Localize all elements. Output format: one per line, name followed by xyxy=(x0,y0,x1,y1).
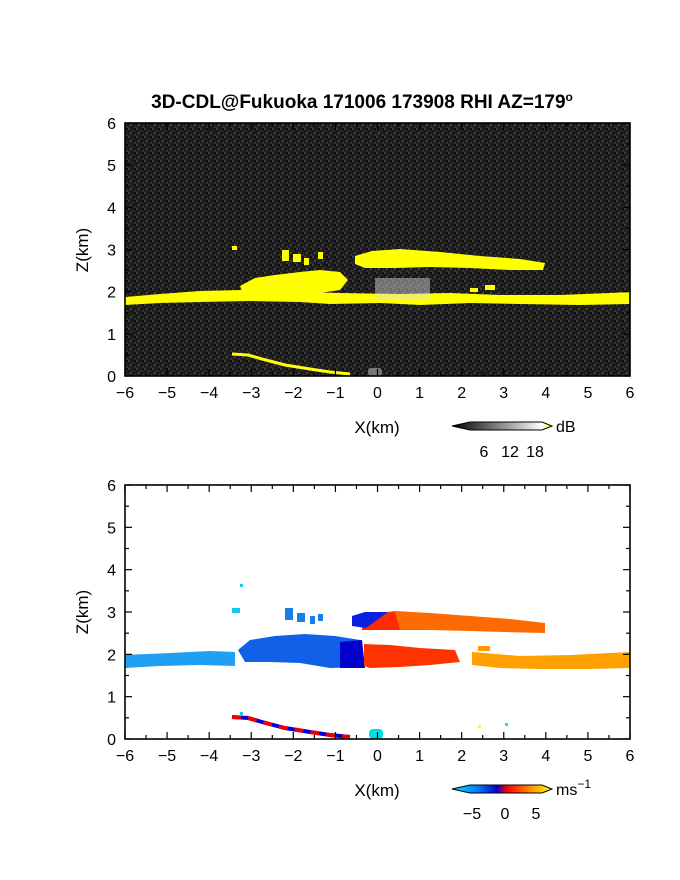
velocity-ylabel: Z(km) xyxy=(73,590,92,634)
reflectivity-xtick-label: −2 xyxy=(284,385,302,402)
velocity-xtick-label: 0 xyxy=(373,748,382,765)
velocity-axes: −6 −5 −4 −3 −2 −1 0 1 2 3 4 5 6 0 1 2 3 4 5 6 xyxy=(107,478,634,765)
velocity-ytick-label: 2 xyxy=(107,647,116,664)
velocity-xtick-label: −3 xyxy=(242,748,260,765)
reflectivity-xtick-label: 1 xyxy=(415,385,424,402)
velocity-lower-far-east xyxy=(472,652,630,669)
velocity-xtick-label: 3 xyxy=(499,748,508,765)
velocity-colorbar-tick-2: 5 xyxy=(532,806,541,823)
reflectivity-axes: −6 −5 −4 −3 −2 −1 0 1 2 3 4 5 6 0 1 2 3 4 5 6 xyxy=(107,116,634,402)
reflectivity-ytick-label: 4 xyxy=(107,200,116,217)
velocity-xtick-label: −1 xyxy=(326,748,344,765)
reflectivity-xtick-label: −1 xyxy=(326,385,344,402)
reflectivity-xtick-label: −5 xyxy=(158,385,176,402)
velocity-colorbar-unit: ms−1 xyxy=(556,777,591,799)
reflectivity-panel: −6 −5 −4 −3 −2 −1 0 1 2 3 4 5 6 0 1 2 3 4 5 6 X(km) Z(km) xyxy=(73,116,635,437)
reflectivity-xtick-label: 2 xyxy=(457,385,466,402)
reflectivity-ytick-label: 6 xyxy=(107,116,116,133)
lower-layer-echo xyxy=(125,289,630,305)
chart-title: 3D-CDL@Fukuoka 171006 173908 RHI AZ=179o xyxy=(151,90,573,113)
velocity-lower-east xyxy=(364,644,460,668)
reflectivity-colorbar-bar xyxy=(451,421,554,431)
velocity-ytick-label: 3 xyxy=(107,605,116,622)
velocity-colorbar-bar xyxy=(451,784,554,794)
ground-echo xyxy=(231,352,351,376)
velocity-xtick-label: 6 xyxy=(626,748,635,765)
reflectivity-ytick-label: 3 xyxy=(107,243,116,260)
velocity-lower-center xyxy=(238,634,365,668)
velocity-echoes xyxy=(125,584,630,739)
velocity-xtick-label: −6 xyxy=(116,748,134,765)
reflectivity-echoes xyxy=(125,246,630,376)
velocity-xtick-label: 2 xyxy=(457,748,466,765)
velocity-colorbar-tick-1: 0 xyxy=(501,806,510,823)
reflectivity-xlabel: X(km) xyxy=(354,418,399,437)
velocity-xtick-label: 5 xyxy=(583,748,592,765)
reflectivity-colorbar-tick-1: 12 xyxy=(501,444,519,461)
reflectivity-xtick-label: −3 xyxy=(242,385,260,402)
reflectivity-ylabel: Z(km) xyxy=(73,228,92,272)
reflectivity-xtick-label: 6 xyxy=(626,385,635,402)
velocity-xtick-label: −5 xyxy=(158,748,176,765)
reflectivity-background xyxy=(125,123,630,376)
upper-layer-echo xyxy=(355,249,545,270)
velocity-ytick-label: 1 xyxy=(107,690,116,707)
reflectivity-colorbar-tick-0: 6 xyxy=(480,444,489,461)
velocity-panel: −6 −5 −4 −3 −2 −1 0 1 2 3 4 5 6 0 1 2 3 4 5 6 X(km) Z(km) xyxy=(73,478,635,800)
reflectivity-xtick-label: 4 xyxy=(541,385,550,402)
velocity-xtick-label: −4 xyxy=(200,748,218,765)
reflectivity-colorbar-unit: dB xyxy=(556,419,576,436)
velocity-xtick-label: 4 xyxy=(541,748,550,765)
reflectivity-ytick-label: 5 xyxy=(107,158,116,175)
velocity-colorbar: ms−1 −5 0 5 xyxy=(451,777,591,823)
velocity-xtick-label: −2 xyxy=(284,748,302,765)
reflectivity-ytick-label: 1 xyxy=(107,327,116,344)
reflectivity-xtick-label: 3 xyxy=(499,385,508,402)
velocity-upper-layer xyxy=(368,611,545,633)
reflectivity-xtick-label: −4 xyxy=(200,385,218,402)
velocity-xtick-label: 1 xyxy=(415,748,424,765)
reflectivity-colorbar-tick-2: 18 xyxy=(526,444,544,461)
mid-cell-echo xyxy=(240,270,348,293)
velocity-colorbar-tick-0: −5 xyxy=(463,806,481,823)
velocity-xlabel: X(km) xyxy=(354,781,399,800)
reflectivity-colorbar: dB 6 12 18 xyxy=(451,419,576,461)
reflectivity-ytick-label: 0 xyxy=(107,369,116,386)
velocity-ytick-label: 6 xyxy=(107,478,116,495)
velocity-ytick-label: 0 xyxy=(107,732,116,749)
reflectivity-xtick-label: 0 xyxy=(373,385,382,402)
reflectivity-xtick-label: −6 xyxy=(116,385,134,402)
reflectivity-ytick-label: 2 xyxy=(107,285,116,302)
velocity-ytick-label: 5 xyxy=(107,520,116,537)
velocity-lower-west xyxy=(125,651,235,668)
reflectivity-xtick-label: 5 xyxy=(583,385,592,402)
velocity-ytick-label: 4 xyxy=(107,563,116,580)
